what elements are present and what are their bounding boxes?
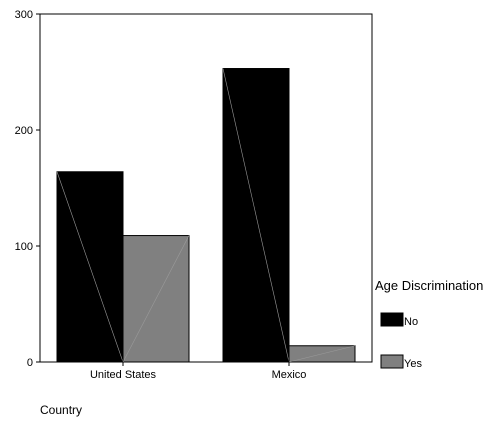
x-tick-label-mexico: Mexico <box>272 369 307 381</box>
x-axis: United States Mexico <box>90 362 306 381</box>
x-tick-label-united-states: United States <box>90 369 157 381</box>
legend-swatch-no <box>380 312 404 327</box>
y-tick-label-200: 200 <box>15 125 33 137</box>
legend-swatch-yes <box>380 354 404 369</box>
plot-frame <box>39 13 373 363</box>
bar-diagonal-mexico-yes <box>288 345 356 363</box>
y-tick-label-300: 300 <box>15 9 33 21</box>
bar-diagonal-united-states-no <box>56 171 124 363</box>
y-axis: 0 100 200 300 <box>15 9 40 369</box>
y-tick-label-0: 0 <box>27 357 33 369</box>
legend-label-no: No <box>404 316 418 328</box>
legend: No Yes <box>380 312 422 370</box>
bar-diagonal-united-states-yes <box>122 235 190 363</box>
legend-title: Age Discrimination <box>375 278 483 293</box>
bars-layer <box>56 68 356 363</box>
legend-label-yes: Yes <box>404 358 422 370</box>
y-tick-label-100: 100 <box>15 241 33 253</box>
bar-diagonal-mexico-no <box>222 68 290 363</box>
x-axis-title: Country <box>40 403 82 417</box>
